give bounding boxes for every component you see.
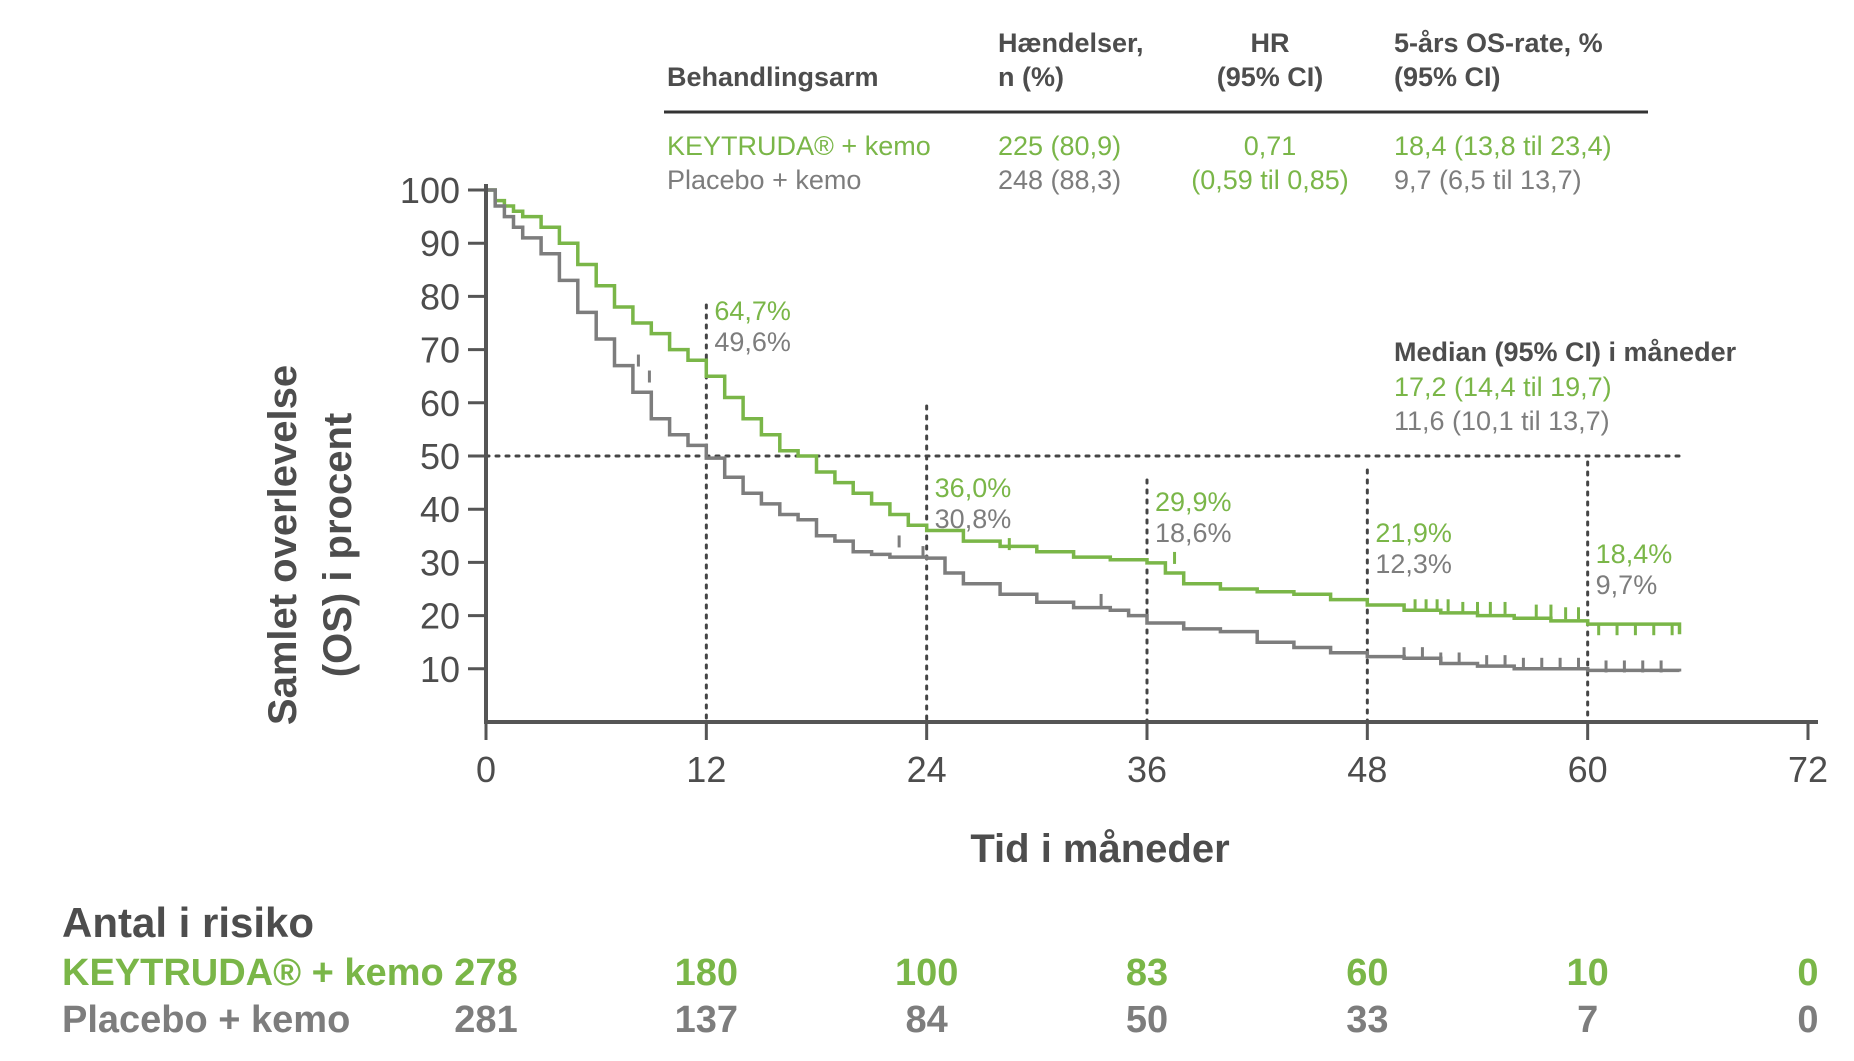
at-risk-keytruda-value: 83 xyxy=(1126,952,1168,994)
landmark-label-keytruda: 36,0% xyxy=(935,473,1012,503)
y-tick-label: 30 xyxy=(420,542,460,583)
x-tick-label: 72 xyxy=(1788,749,1828,790)
x-tick-label: 48 xyxy=(1347,749,1387,790)
col-events-header-line1: Hændelser, xyxy=(998,28,1144,58)
at-risk-placebo-value: 50 xyxy=(1126,999,1168,1041)
landmark-label-placebo: 30,8% xyxy=(935,504,1012,534)
hr-value: 0,71 xyxy=(1244,131,1297,161)
at-risk-keytruda-value: 60 xyxy=(1346,952,1388,994)
header-table: Behandlingsarm Hændelser, n (%) HR (95% … xyxy=(667,28,1603,92)
y-tick-label: 40 xyxy=(420,489,460,530)
median-box: Median (95% CI) i måneder 17,2 (14,4 til… xyxy=(1394,337,1737,436)
hr-ci: (0,59 til 0,85) xyxy=(1191,165,1349,195)
median-keytruda: 17,2 (14,4 til 19,7) xyxy=(1394,372,1612,402)
series-line-keytruda xyxy=(486,188,1682,635)
y-tick-label: 100 xyxy=(400,170,460,211)
y-tick-label: 50 xyxy=(420,436,460,477)
row-keytruda-events: 225 (80,9) xyxy=(998,131,1121,161)
landmark-label-keytruda: 29,9% xyxy=(1155,487,1232,517)
row-keytruda-os5: 18,4 (13,8 til 23,4) xyxy=(1394,131,1612,161)
y-axis-title-line2: (OS) i procent xyxy=(316,413,360,677)
y-axis-title-line1: Samlet overlevelse xyxy=(261,365,305,725)
at-risk-placebo-value: 0 xyxy=(1797,999,1818,1041)
at-risk-placebo-label: Placebo + kemo xyxy=(62,999,350,1041)
row-placebo-os5: 9,7 (6,5 til 13,7) xyxy=(1394,165,1582,195)
y-axis-title: Samlet overlevelse (OS) i procent xyxy=(261,365,360,725)
at-risk-placebo-value: 33 xyxy=(1346,999,1388,1041)
row-placebo-arm: Placebo + kemo xyxy=(667,165,861,195)
y-tick-label: 70 xyxy=(420,330,460,371)
landmark-label-keytruda: 21,9% xyxy=(1375,518,1452,548)
x-tick-label: 24 xyxy=(907,749,947,790)
at-risk-keytruda-value: 278 xyxy=(454,952,517,994)
col-hr-header-line2: (95% CI) xyxy=(1217,62,1324,92)
plot-area: 10 20 30 40 50 60 70 80 90 100 0 12 24 36 48 60 72 64,7%4… xyxy=(400,170,1828,790)
series-line-placebo xyxy=(486,188,1682,673)
col-os-header-line2: (95% CI) xyxy=(1394,62,1501,92)
landmark-label-placebo: 49,6% xyxy=(714,327,791,357)
x-tick-label: 0 xyxy=(476,749,496,790)
at-risk-table: Antal i risiko KEYTRUDA® + kemo Placebo … xyxy=(62,899,1819,1041)
at-risk-placebo-value: 7 xyxy=(1577,999,1598,1041)
row-placebo-events: 248 (88,3) xyxy=(998,165,1121,195)
landmark-label-keytruda: 18,4% xyxy=(1596,539,1673,569)
col-os-header-line1: 5-års OS-rate, % xyxy=(1394,28,1603,58)
at-risk-keytruda-value: 10 xyxy=(1567,952,1609,994)
row-keytruda-arm: KEYTRUDA® + kemo xyxy=(667,131,931,161)
median-title: Median (95% CI) i måneder xyxy=(1394,337,1737,367)
col-arm-header: Behandlingsarm xyxy=(667,62,879,92)
x-tick-label: 12 xyxy=(686,749,726,790)
at-risk-placebo-value: 84 xyxy=(906,999,948,1041)
col-hr-header-line1: HR xyxy=(1251,28,1290,58)
y-tick-label: 90 xyxy=(420,223,460,264)
x-axis-title: Tid i måneder xyxy=(970,827,1229,871)
x-tick-label: 36 xyxy=(1127,749,1167,790)
col-events-header-line2: n (%) xyxy=(998,62,1064,92)
median-placebo: 11,6 (10,1 til 13,7) xyxy=(1394,406,1610,436)
at-risk-placebo-value: 137 xyxy=(675,999,738,1041)
y-tick-label: 80 xyxy=(420,276,460,317)
at-risk-keytruda-label: KEYTRUDA® + kemo xyxy=(62,952,444,994)
at-risk-values: 278 281 180 137 100 84 83 50 60 33 10 7 0 0 xyxy=(454,952,1818,1041)
x-tick-label: 60 xyxy=(1568,749,1608,790)
y-tick-label: 20 xyxy=(420,596,460,637)
at-risk-keytruda-value: 0 xyxy=(1797,952,1818,994)
header-rows: KEYTRUDA® + kemo 225 (80,9) 18,4 (13,8 t… xyxy=(667,131,1612,195)
at-risk-placebo-value: 281 xyxy=(454,999,517,1041)
at-risk-keytruda-value: 100 xyxy=(895,952,958,994)
y-tick-label: 60 xyxy=(420,383,460,424)
landmark-label-keytruda: 64,7% xyxy=(714,296,791,326)
landmark-label-placebo: 12,3% xyxy=(1375,549,1452,579)
at-risk-keytruda-value: 180 xyxy=(675,952,738,994)
at-risk-title: Antal i risiko xyxy=(62,899,314,946)
landmark-label-placebo: 9,7% xyxy=(1596,570,1658,600)
landmark-label-placebo: 18,6% xyxy=(1155,518,1232,548)
y-tick-label: 10 xyxy=(420,649,460,690)
